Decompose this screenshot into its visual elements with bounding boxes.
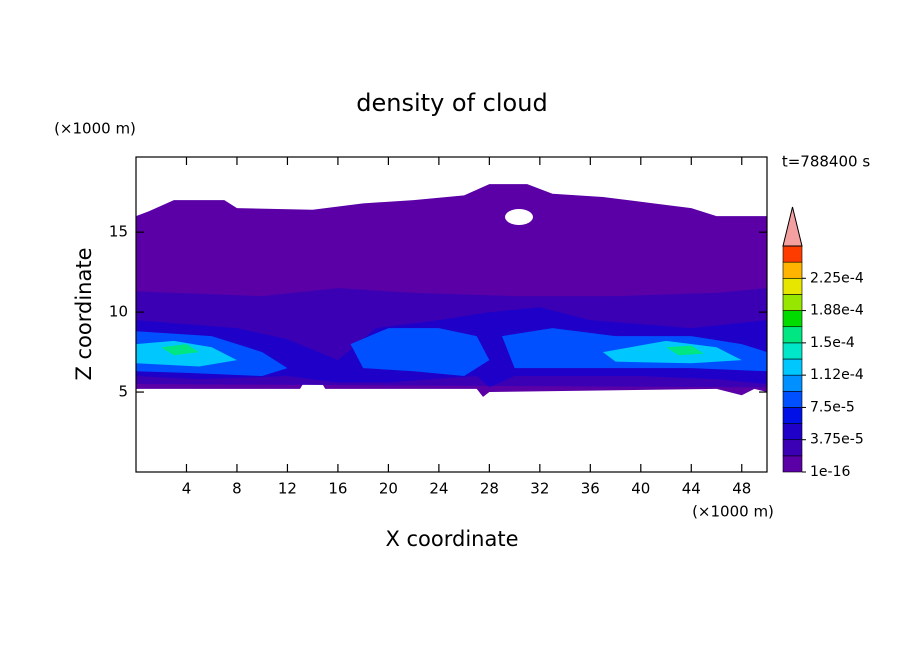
x-tick-label: 20: [379, 480, 398, 498]
x-tick-label: 36: [581, 480, 600, 498]
colorbar-band: [782, 439, 803, 457]
x-axis-label: X coordinate: [385, 527, 518, 551]
contour-region: [161, 344, 200, 356]
colorbar-band: [782, 261, 803, 279]
y-unit: (×1000 m): [54, 120, 136, 138]
contour-region: [666, 345, 704, 356]
colorbar-tick-label: 3.75e-5: [810, 432, 864, 448]
colorbar-tick-label: 1.88e-4: [810, 303, 864, 319]
colorbar-tick-label: 1.5e-4: [810, 335, 855, 351]
x-tick-label: 28: [480, 480, 499, 498]
colorbar-band: [782, 342, 803, 360]
colorbar-band: [782, 374, 803, 392]
x-tick-label: 32: [530, 480, 549, 498]
colorbar-band: [782, 277, 803, 295]
colorbar-over: [782, 206, 803, 247]
contour-region: [602, 340, 742, 364]
time-label: t=788400 s: [782, 153, 870, 171]
x-unit: (×1000 m): [692, 503, 774, 521]
x-tick-label: 8: [232, 480, 242, 498]
missing-region: [505, 209, 533, 225]
y-axis-label: Z coordinate: [72, 247, 96, 380]
x-tick-label: 4: [182, 480, 192, 498]
x-tick-label: 12: [278, 480, 297, 498]
x-tick-label: 24: [429, 480, 448, 498]
colorbar-tick-label: 1e-16: [810, 464, 850, 480]
contour-field: [136, 184, 767, 397]
colorbar-band: [782, 358, 803, 376]
colorbar-tick-label: 7.5e-5: [810, 399, 855, 415]
x-tick-label: 40: [631, 480, 650, 498]
x-tick-label: 44: [682, 480, 701, 498]
colorbar-band: [782, 294, 803, 311]
x-tick-label: 48: [732, 480, 751, 498]
plot-frame: [135, 156, 768, 473]
chart-title: density of cloud: [356, 89, 547, 117]
colorbar-band: [782, 245, 803, 263]
x-tick-label: 16: [328, 480, 347, 498]
colorbar-band: [782, 310, 803, 328]
y-tick-label: 5: [118, 383, 128, 401]
colorbar-band: [782, 326, 803, 344]
colorbar-band: [782, 423, 803, 441]
colorbar-band: [782, 390, 803, 408]
y-tick-label: 15: [109, 223, 128, 241]
colorbar-tick-label: 2.25e-4: [810, 270, 864, 286]
y-tick-label: 10: [109, 303, 128, 321]
colorbar-band: [782, 455, 803, 473]
colorbar-band: [782, 407, 803, 424]
colorbar-tick-label: 1.12e-4: [810, 367, 864, 383]
contour-region: [350, 328, 490, 377]
